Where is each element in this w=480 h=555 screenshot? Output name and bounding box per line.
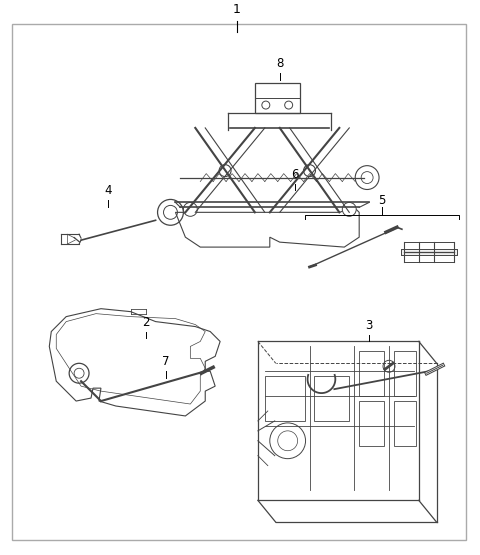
Bar: [359, 401, 384, 446]
Text: 3: 3: [365, 319, 373, 331]
Bar: [394, 351, 416, 396]
Circle shape: [183, 203, 197, 216]
Text: 1: 1: [233, 3, 241, 16]
Text: 8: 8: [276, 57, 283, 70]
Circle shape: [219, 165, 231, 176]
Bar: [394, 401, 416, 446]
Bar: [359, 351, 384, 396]
Bar: [314, 376, 349, 421]
Circle shape: [342, 203, 356, 216]
Bar: [265, 376, 304, 421]
Text: 6: 6: [291, 168, 299, 180]
Text: 7: 7: [162, 355, 169, 369]
Bar: [255, 83, 300, 113]
Text: 2: 2: [142, 316, 149, 329]
Text: 5: 5: [378, 194, 385, 208]
Text: 4: 4: [104, 184, 112, 198]
Circle shape: [303, 165, 315, 176]
